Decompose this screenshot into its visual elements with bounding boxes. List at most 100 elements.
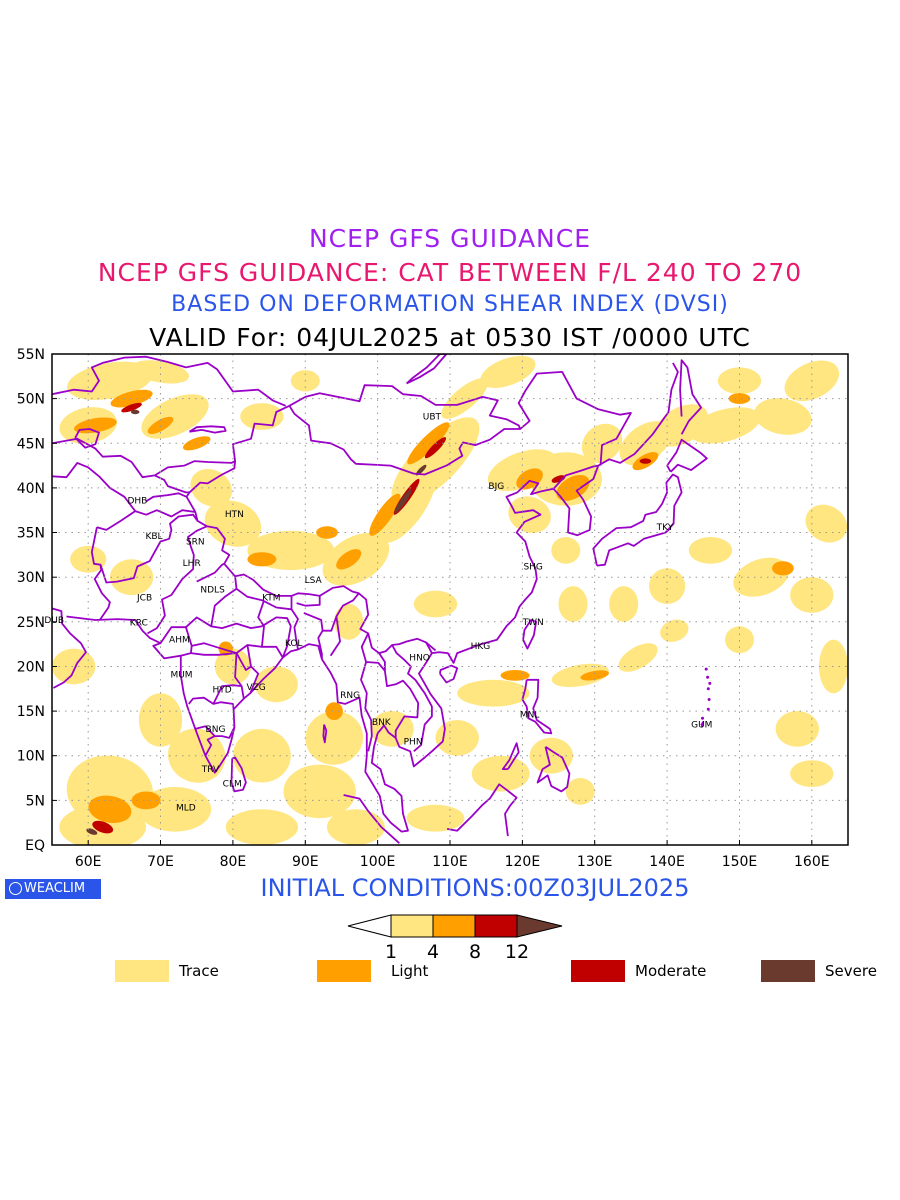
cat-patch-trace xyxy=(660,619,689,642)
cat-patch-trace xyxy=(70,545,107,573)
station-twn: TWN xyxy=(522,618,544,628)
legend-label-trace: Trace xyxy=(179,962,219,980)
lat-tick-label: 15N xyxy=(17,704,45,720)
colorbar-tick: 8 xyxy=(469,941,481,960)
legend-swatch-moderate xyxy=(571,960,625,982)
boundary-line xyxy=(303,612,324,660)
cat-patch-light xyxy=(182,436,211,451)
legend-label-light: Light xyxy=(391,962,429,980)
station-lsa: LSA xyxy=(305,576,323,586)
boundary-line xyxy=(666,438,708,473)
station-krc: KRC xyxy=(130,619,148,629)
cat-patch-moderate xyxy=(424,437,447,459)
station-bjg: BJG xyxy=(488,482,504,492)
cat-patch-trace xyxy=(283,764,356,819)
cat-patch-trace xyxy=(790,760,834,787)
cat-patch-trace xyxy=(168,728,226,783)
boundary-line xyxy=(195,725,236,739)
cat-fill-layer xyxy=(52,355,848,845)
cat-patch-trace xyxy=(52,648,96,685)
cat-patch-light xyxy=(500,670,530,681)
boundary-line xyxy=(190,652,243,687)
station-kbl: KBL xyxy=(145,532,162,542)
cat-patch-severe xyxy=(394,489,412,514)
title-guidance: NCEP GFS GUIDANCE xyxy=(308,224,591,253)
boundary-line xyxy=(517,371,632,466)
cat-patch-light xyxy=(772,561,794,576)
station-dhb: DHB xyxy=(127,496,147,506)
cat-patch-trace xyxy=(688,537,733,564)
cat-patch-light xyxy=(316,526,338,539)
station-srn: SRN xyxy=(186,538,205,548)
cat-patch-light xyxy=(110,389,153,408)
boundary-line xyxy=(52,462,196,518)
boundary-line xyxy=(74,428,100,449)
cat-patch-light xyxy=(728,393,751,404)
station-shg: SHG xyxy=(523,563,542,573)
boundary-line xyxy=(261,616,292,659)
cat-patch-trace xyxy=(508,496,551,534)
title-cat-levels: NCEP GFS GUIDANCE: CAT BETWEEN F/L 240 T… xyxy=(97,258,803,287)
boundary-line xyxy=(679,359,702,435)
cat-patch-trace xyxy=(240,403,284,430)
cat-patch-moderate xyxy=(551,475,566,483)
station-dub: DUB xyxy=(44,616,64,626)
cat-patch-light xyxy=(369,493,401,536)
cat-patch-moderate xyxy=(639,458,652,464)
lon-tick-label: 100E xyxy=(360,854,396,870)
cat-patch-severe xyxy=(130,409,140,415)
boundary-line xyxy=(391,644,433,752)
island-dot xyxy=(706,675,710,679)
badge-label: WEACLIM xyxy=(24,881,86,896)
station-clm: CLM xyxy=(223,779,242,789)
cat-patch-light xyxy=(88,795,132,824)
colorbar-segment-light xyxy=(432,914,476,938)
boundary-line xyxy=(145,492,187,503)
cat-patch-trace xyxy=(138,693,183,747)
station-lhr: LHR xyxy=(183,559,201,569)
station-bnk: BNK xyxy=(372,718,392,728)
colorbar-tick: 4 xyxy=(427,941,439,960)
cat-patch-trace xyxy=(233,728,291,783)
boundary-line xyxy=(536,746,571,793)
lon-tick-label: 140E xyxy=(649,854,685,870)
map-frame xyxy=(51,353,849,846)
cat-patch-light xyxy=(336,549,362,570)
island-dot xyxy=(707,698,711,701)
boundary-line xyxy=(321,362,679,833)
cat-patch-trace xyxy=(327,809,385,845)
cat-patch-trace xyxy=(689,407,761,444)
station-hkg: HKG xyxy=(471,642,491,652)
colorbar-tick: 12 xyxy=(505,941,529,960)
cat-patch-trace xyxy=(435,720,479,756)
colorbar-tick: 1 xyxy=(385,941,397,960)
boundary-line xyxy=(425,641,437,652)
cat-patch-trace xyxy=(649,568,686,604)
boundary-line xyxy=(521,678,553,735)
station-trv: TRV xyxy=(201,765,220,775)
cat-patch-trace xyxy=(254,666,298,703)
cat-patch-trace xyxy=(754,398,812,435)
cat-patch-trace xyxy=(471,755,530,792)
cat-patch-trace xyxy=(457,679,530,707)
island-dot xyxy=(706,687,710,691)
cat-patch-trace xyxy=(551,537,581,564)
station-tky: TKY xyxy=(656,523,674,533)
cat-patch-trace xyxy=(190,468,233,507)
boundary-line xyxy=(360,633,420,738)
lat-tick-label: 30N xyxy=(17,570,45,586)
boundary-line xyxy=(159,626,193,657)
lon-tick-label: 60E xyxy=(75,854,102,870)
lat-tick-label: 25N xyxy=(17,615,45,631)
boundary-line xyxy=(592,473,683,567)
cat-patch-light xyxy=(218,641,233,656)
station-phn: PHN xyxy=(404,737,423,747)
boundary-line xyxy=(522,619,537,650)
legend-swatch-severe xyxy=(761,960,815,982)
boundary-line xyxy=(90,527,111,621)
cat-patch-trace xyxy=(109,559,154,596)
lon-tick-label: 110E xyxy=(432,854,468,870)
boundary-line xyxy=(322,724,328,744)
station-ahm: AHM xyxy=(169,636,190,646)
island-dot xyxy=(706,707,710,711)
